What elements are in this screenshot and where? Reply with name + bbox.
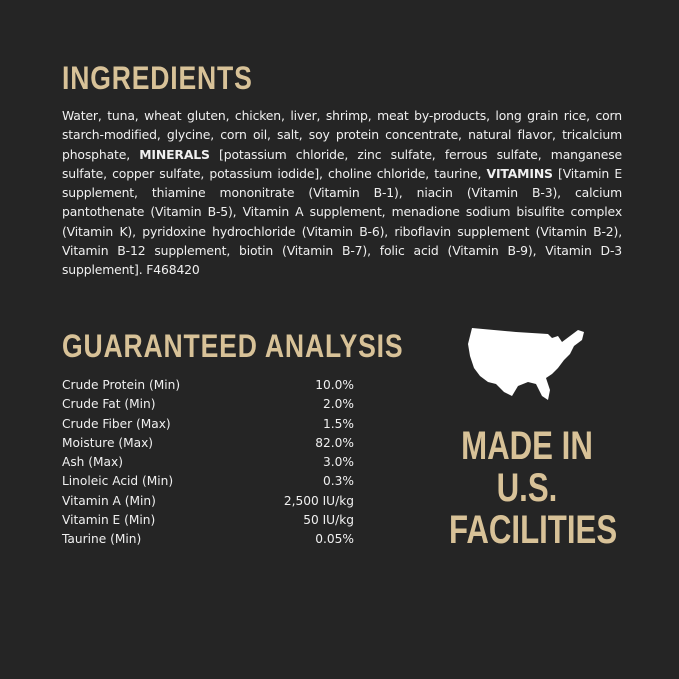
- nutrient-label: Taurine (Min): [62, 532, 142, 547]
- analysis-row: Taurine (Min) 0.05%: [62, 530, 354, 549]
- nutrient-label: Ash (Max): [62, 455, 123, 470]
- analysis-row: Vitamin E (Min) 50 IU/kg: [62, 511, 354, 530]
- nutrient-value: 0.05%: [315, 532, 354, 547]
- nutrient-value: 1.5%: [323, 416, 354, 431]
- made-in-line: MADE IN: [461, 424, 593, 468]
- nutrient-label: Moisture (Max): [62, 435, 154, 450]
- nutrient-label: Vitamin A (Min): [62, 493, 156, 508]
- ingredients-text: Water, tuna, wheat gluten, chicken, live…: [62, 108, 622, 162]
- nutrient-label: Crude Protein (Min): [62, 378, 181, 392]
- vitamins-label: VITAMINS: [486, 165, 553, 181]
- analysis-row: Crude Fat (Min) 2.0%: [62, 395, 354, 414]
- usa-map-icon: [468, 328, 584, 400]
- nutrient-value: 0.3%: [323, 474, 354, 489]
- analysis-row: Linoleic Acid (Min) 0.3%: [62, 472, 354, 491]
- ingredients-list: Water, tuna, wheat gluten, chicken, live…: [62, 106, 622, 280]
- analysis-table: Crude Protein (Min) 10.0% Crude Fat (Min)…: [62, 376, 354, 550]
- nutrient-label: Crude Fiber (Max): [62, 416, 171, 431]
- made-in-usa-badge: MADE IN U.S. FACILITIES: [427, 425, 627, 551]
- guaranteed-analysis-heading: GUARANTEED ANALYSIS: [62, 328, 404, 364]
- nutrient-label: Crude Fat (Min): [62, 397, 156, 412]
- analysis-row: Vitamin A (Min) 2,500 IU/kg: [62, 492, 354, 511]
- facilities-line: FACILITIES: [449, 508, 618, 552]
- nutrient-value: 2.0%: [323, 397, 354, 412]
- nutrient-value: 50 IU/kg: [303, 513, 354, 528]
- nutrient-value: 82.0%: [315, 435, 354, 450]
- ingredients-heading: INGREDIENTS: [62, 60, 253, 96]
- nutrient-label: Vitamin E (Min): [62, 513, 156, 528]
- analysis-row: Crude Protein (Min) 10.0%: [62, 376, 354, 395]
- nutrient-value: 2,500 IU/kg: [283, 493, 354, 508]
- ingredients-text: [potassium chloride, zinc sulfate, ferro…: [62, 146, 622, 181]
- nutrient-label: Linoleic Acid (Min): [62, 474, 174, 489]
- analysis-row: Crude Fiber (Max) 1.5%: [62, 415, 354, 434]
- analysis-row: Ash (Max) 3.0%: [62, 453, 354, 472]
- minerals-label: MINERALS: [139, 146, 210, 162]
- ingredients-text: [Vitamin E supplement, thiamine mononitr…: [62, 165, 622, 278]
- us-line: U.S.: [496, 466, 558, 510]
- nutrient-value: 10.0%: [315, 378, 354, 392]
- analysis-row: Moisture (Max) 82.0%: [62, 434, 354, 453]
- nutrient-value: 3.0%: [323, 455, 354, 470]
